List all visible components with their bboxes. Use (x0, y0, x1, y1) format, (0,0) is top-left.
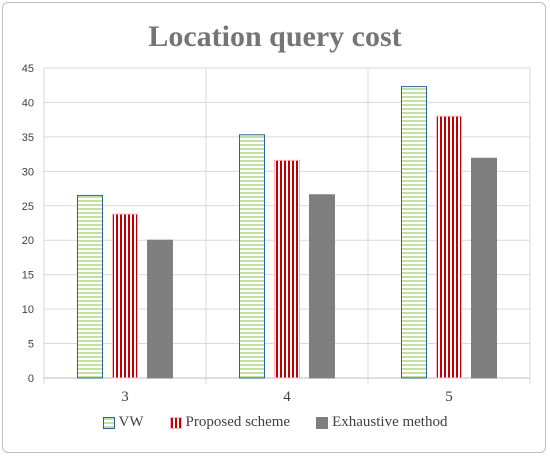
bar-vw-4 (239, 134, 265, 379)
y-tick-label-8: 40 (22, 97, 34, 109)
legend-label: Exhaustive method (332, 414, 448, 430)
bar-vw-3 (77, 194, 103, 379)
chart-title: Location query cost (148, 20, 402, 53)
chart-frame (2, 2, 546, 453)
bar-vw-5 (401, 86, 427, 379)
bar-proposed-scheme-3 (112, 213, 138, 379)
legend-swatch (102, 416, 115, 429)
legend-item-vw: VW (102, 414, 144, 431)
bar-exhaustive-method-3 (147, 239, 173, 379)
bar-exhaustive-method-4 (309, 194, 335, 379)
y-tick-label-0: 0 (28, 373, 34, 385)
legend: VW Proposed scheme Exhaustive method (0, 414, 550, 431)
x-tick-label-4: 4 (283, 389, 291, 405)
y-tick-label-4: 20 (22, 235, 34, 247)
bar-proposed-scheme-4 (274, 159, 300, 379)
legend-swatch (169, 416, 182, 429)
y-tick-label-1: 5 (28, 339, 34, 351)
x-tick-label-5: 5 (445, 389, 453, 405)
legend-swatch (316, 416, 329, 429)
legend-label: VW (118, 414, 144, 430)
y-tick-label-6: 30 (22, 166, 34, 178)
y-tick-label-5: 25 (22, 201, 34, 213)
y-tick-label-3: 15 (22, 270, 34, 282)
legend-item-proposed-scheme: Proposed scheme (169, 414, 291, 431)
y-tick-label-7: 35 (22, 132, 34, 144)
y-tick-label-9: 45 (22, 63, 34, 75)
bar-proposed-scheme-5 (436, 115, 462, 379)
legend-label: Proposed scheme (185, 414, 291, 430)
bar-exhaustive-method-5 (471, 157, 497, 379)
y-tick-label-2: 10 (22, 304, 34, 316)
x-tick-label-3: 3 (121, 389, 129, 405)
legend-item-exhaustive-method: Exhaustive method (316, 414, 447, 431)
